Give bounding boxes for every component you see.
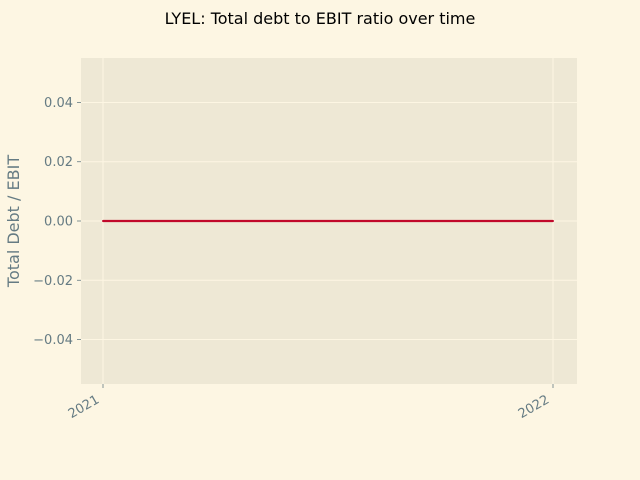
series-layer <box>102 220 554 222</box>
y-axis-label: Total Debt / EBIT <box>4 155 23 288</box>
y-axis-ticks: −0.04 −0.02 0.00 0.02 0.04 <box>33 96 81 348</box>
y-tick-label: 0.00 <box>44 215 73 230</box>
data-point <box>552 220 554 222</box>
y-tick-label: −0.02 <box>33 274 73 289</box>
y-tick-label: −0.04 <box>33 333 73 348</box>
y-tick-label: 0.02 <box>44 155 73 170</box>
x-tick-label: 2021 <box>66 392 102 422</box>
x-axis-ticks: 2021 2022 <box>66 384 553 422</box>
data-point <box>102 220 104 222</box>
y-tick-label: 0.04 <box>44 96 73 111</box>
x-tick-label: 2022 <box>516 392 552 422</box>
chart-title: LYEL: Total debt to EBIT ratio over time <box>165 9 476 28</box>
